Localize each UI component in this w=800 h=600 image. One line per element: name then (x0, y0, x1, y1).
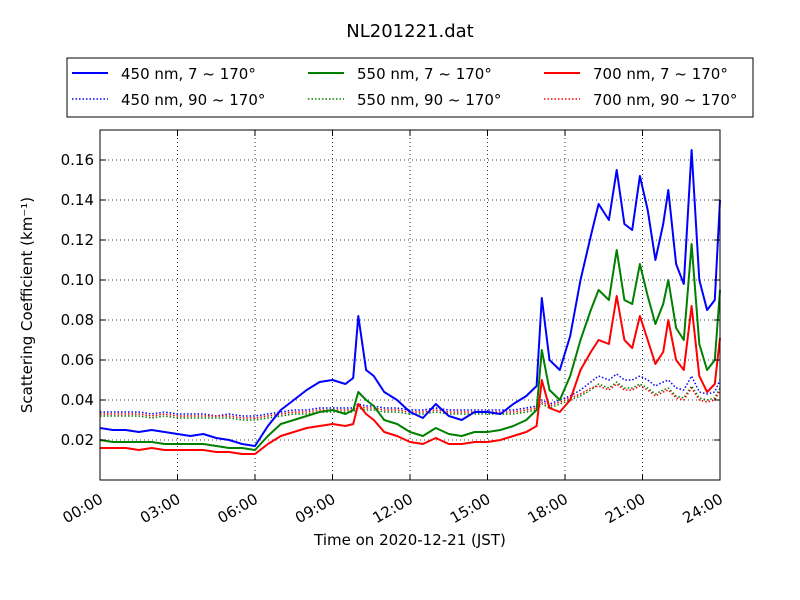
y-tick-label: 0.04 (61, 391, 94, 409)
legend-label-1: 450 nm, 7 ~ 170° (121, 65, 256, 83)
ticks: 0.02 0.04 0.06 0.08 0.10 0.12 0.14 0.16 00:00 03:… (60, 130, 726, 527)
legend-label-6: 700 nm, 90 ~ 170° (593, 91, 737, 109)
x-tick-label: 06:00 (215, 490, 261, 527)
y-tick-label: 0.12 (61, 231, 94, 249)
series-line-3 (100, 295, 721, 455)
series-line-4 (100, 373, 721, 417)
x-tick-label: 03:00 (137, 490, 183, 527)
grid (100, 130, 720, 480)
legend-box (66, 57, 754, 118)
series-line-6 (100, 383, 721, 419)
y-tick-label: 0.06 (61, 351, 94, 369)
legend-label-4: 450 nm, 90 ~ 170° (121, 91, 265, 109)
y-tick-label: 0.16 (61, 151, 94, 169)
series-line-1 (99, 149, 721, 447)
x-axis-label: Time on 2020-12-21 (JST) (313, 531, 506, 549)
y-tick-label: 0.02 (61, 431, 94, 449)
x-tick-label: 09:00 (292, 490, 338, 527)
y-tick-label: 0.10 (61, 271, 94, 289)
y-axis-label: Scattering Coefficient (km⁻¹) (18, 197, 36, 413)
x-tick-label: 18:00 (525, 490, 571, 527)
y-tick-label: 0.14 (61, 191, 94, 209)
x-tick-label: 24:00 (680, 490, 726, 527)
series-layer (99, 149, 721, 455)
legend-label-5: 550 nm, 90 ~ 170° (357, 91, 501, 109)
x-tick-label: 21:00 (602, 490, 648, 527)
legend-label-2: 550 nm, 7 ~ 170° (357, 65, 492, 83)
legend: 450 nm, 7 ~ 170° 450 nm, 90 ~ 170° 550 nm,… (66, 57, 754, 118)
x-tick-label: 12:00 (370, 490, 416, 527)
y-tick-label: 0.08 (61, 311, 94, 329)
series-line-2 (99, 243, 721, 451)
legend-label-3: 700 nm, 7 ~ 170° (593, 65, 728, 83)
x-tick-label: 15:00 (447, 490, 493, 527)
x-tick-label: 00:00 (60, 490, 106, 527)
chart-title: NL201221.dat (346, 21, 473, 42)
